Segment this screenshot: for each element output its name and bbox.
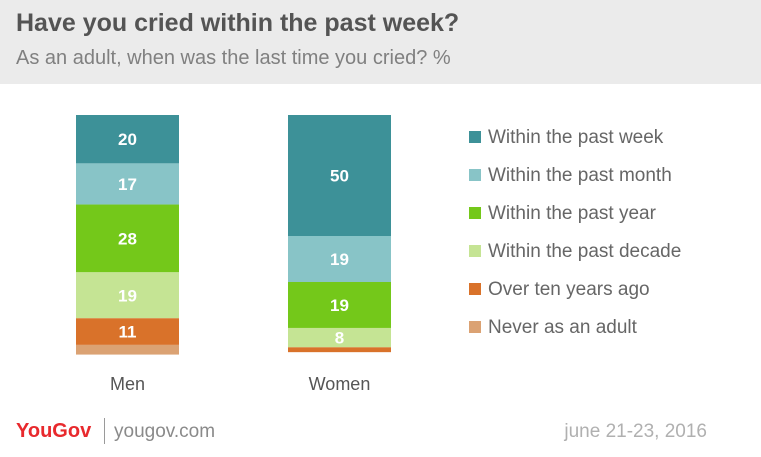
legend-label-over-ten-years-ago: Over ten years ago (488, 279, 650, 300)
legend-swatch-within-the-past-year (469, 207, 481, 219)
legend-swatch-over-ten-years-ago (469, 283, 481, 295)
stacked-bar-chart: 20 17 28 19 11 Men 50 19 19 8 Women Within the past… (76, 115, 681, 394)
footer-divider (104, 418, 105, 444)
data-label-women-within-the-past-month: 19 (330, 250, 349, 269)
category-label-women: Women (309, 374, 371, 394)
bar-segment-men-within-the-past-month (76, 163, 179, 205)
legend-swatch-within-the-past-decade (469, 245, 481, 257)
yougov-logo: YouGov (16, 420, 92, 442)
legend-label-within-the-past-week: Within the past week (488, 127, 664, 148)
footer-site-link[interactable]: yougov.com (114, 421, 216, 442)
survey-date: june 21-23, 2016 (564, 421, 707, 442)
category-label-men: Men (110, 374, 145, 394)
bar-segment-women-over-ten-years-ago (288, 347, 391, 353)
bar-segment-men-within-the-past-year (76, 204, 179, 273)
bar-segment-men-within-the-past-decade (76, 272, 179, 319)
legend-swatch-never-as-an-adult (469, 321, 481, 333)
legend-swatch-within-the-past-week (469, 131, 481, 143)
data-label-women-within-the-past-week: 50 (330, 167, 349, 186)
header-band: Have you cried within the past week? As … (0, 0, 761, 84)
legend-label-within-the-past-month: Within the past month (488, 165, 672, 186)
bar-segment-men-never-as-an-adult (76, 344, 179, 355)
data-label-men-over-ten-years-ago: 11 (119, 323, 137, 342)
bar-segment-women-within-the-past-year (288, 281, 391, 328)
legend-swatch-within-the-past-month (469, 169, 481, 181)
bar-segment-women-within-the-past-week (288, 115, 391, 236)
bar-segment-men-over-ten-years-ago (76, 318, 179, 345)
bar-segment-women-within-the-past-month (288, 236, 391, 282)
data-label-women-within-the-past-year: 19 (330, 296, 349, 315)
bar-segment-women-within-the-past-decade (288, 327, 391, 348)
chart-title: Have you cried within the past week? (16, 9, 460, 37)
data-label-women-within-the-past-decade: 8 (335, 329, 344, 348)
data-label-men-within-the-past-week: 20 (118, 130, 137, 149)
data-label-men-within-the-past-decade: 19 (118, 286, 137, 305)
chart-subtitle: As an adult, when was the last time you … (16, 47, 451, 69)
bar-segment-men-within-the-past-week (76, 115, 179, 164)
legend-label-within-the-past-year: Within the past year (488, 203, 657, 224)
data-label-men-within-the-past-year: 28 (118, 229, 137, 248)
legend-label-never-as-an-adult: Never as an adult (488, 317, 638, 338)
data-label-men-within-the-past-month: 17 (118, 175, 137, 194)
legend-label-within-the-past-decade: Within the past decade (488, 241, 681, 262)
